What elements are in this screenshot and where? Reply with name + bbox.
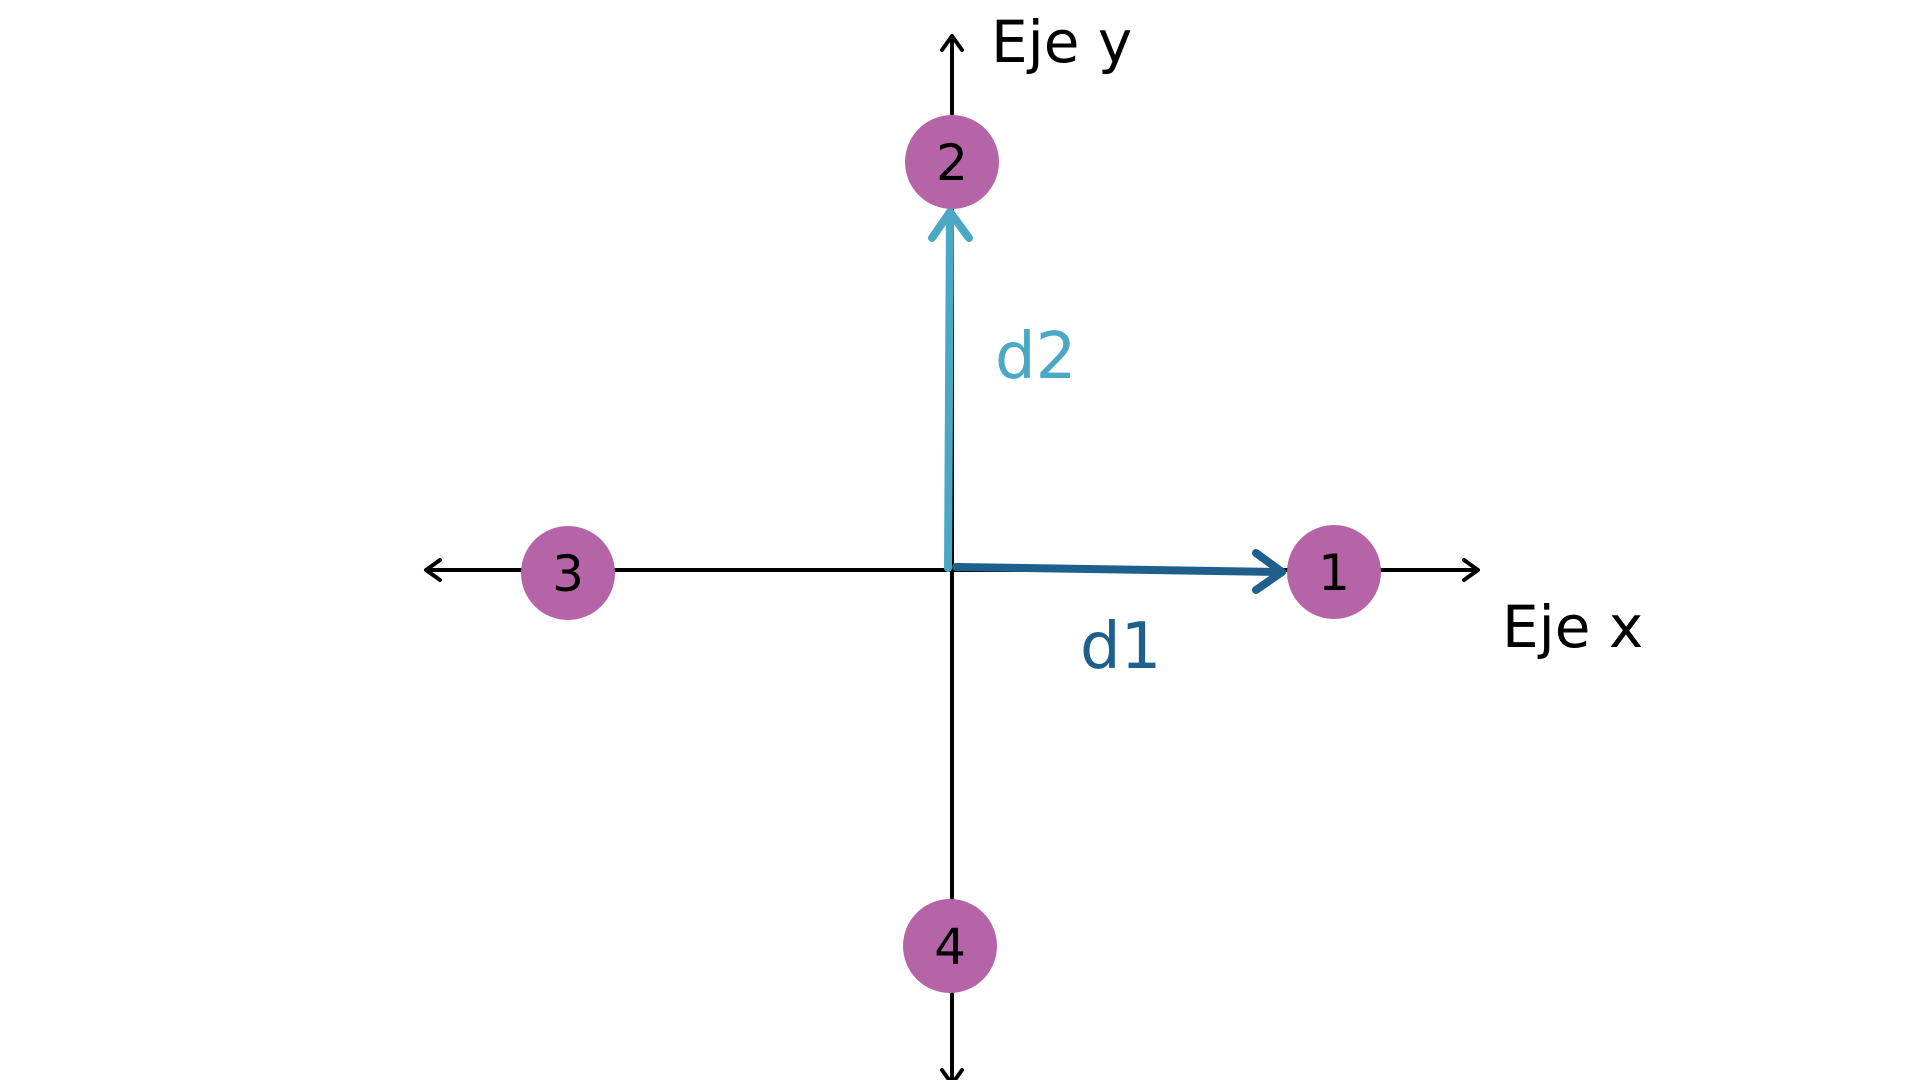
vector-d2-label: d2 — [995, 320, 1076, 394]
y-axis-bottom-arrowhead — [940, 1068, 964, 1080]
x-axis-left-arrowhead — [424, 558, 442, 582]
vector-d1-arrowhead — [1252, 549, 1286, 594]
node-2-label: 2 — [936, 134, 968, 192]
y-axis-top-arrowhead — [940, 34, 964, 52]
node-1-circle — [1287, 525, 1381, 619]
node-1: 1 — [1287, 525, 1381, 619]
node-4-label: 4 — [934, 918, 966, 976]
x-axis-right-arrowhead — [1462, 558, 1480, 582]
vector-d1-line — [952, 563, 1286, 576]
vector-d2-line — [944, 208, 954, 572]
vector-d1-label: d1 — [1080, 610, 1161, 684]
x-axis-label: Eje x — [1502, 593, 1643, 661]
node-3: 3 — [521, 526, 615, 620]
vector-d2: d2 — [928, 208, 1076, 572]
node-3-circle — [521, 526, 615, 620]
node-3-label: 3 — [552, 545, 584, 603]
node-2: 2 — [905, 115, 999, 209]
node-4-circle — [903, 899, 997, 993]
node-4: 4 — [903, 899, 997, 993]
y-axis-label: Eje y — [991, 8, 1132, 76]
vector-d1: d1 — [952, 549, 1286, 684]
vector-d2-arrowhead — [928, 208, 973, 242]
node-2-circle — [905, 115, 999, 209]
node-1-label: 1 — [1318, 544, 1350, 602]
